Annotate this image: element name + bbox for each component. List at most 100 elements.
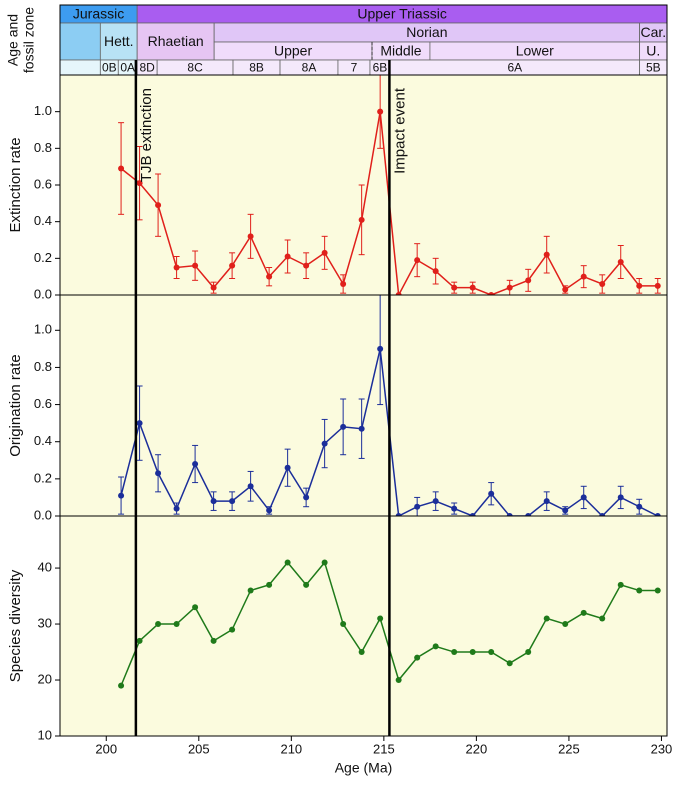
timescale-name: Lower [516,43,554,59]
data-point [654,513,661,516]
data-point [192,262,199,269]
data-point [266,581,273,588]
timescale-name: 8A [302,61,317,75]
data-point [210,498,217,505]
timescale-name: 0B [102,61,117,75]
x-tick-label: 210 [280,741,302,756]
data-point [525,513,532,516]
data-point [395,677,402,684]
data-point [210,284,217,291]
timescale-name: 5B [646,61,661,75]
data-point [432,498,439,505]
y-tick-label: 1.0 [34,322,52,337]
y-tick-label: 0.2 [34,250,52,265]
data-point [414,257,421,264]
x-tick-label: 215 [373,741,395,756]
data-point [321,559,328,566]
data-point [118,165,125,172]
data-point [525,277,532,284]
data-point [229,626,236,633]
data-point [488,490,495,497]
data-point [562,621,569,628]
data-point [284,559,291,566]
data-point [617,494,624,501]
data-point [562,507,569,514]
y-tick-label: 0.6 [34,176,52,191]
timescale-name: Upper Triassic [357,6,446,22]
timescale-name: Rhaetian [148,33,204,49]
timescale-name: 0A [120,61,135,75]
y-tick-label: 0.2 [34,470,52,485]
header-frame [59,4,668,76]
timescale-name: Middle [380,43,421,59]
data-point [229,498,236,505]
y-axis-label: Extinction rate [7,137,24,232]
data-point [506,284,513,291]
data-point [599,281,606,287]
data-point [543,251,550,258]
x-tick-label: 230 [651,741,673,756]
y-tick-label: 40 [38,559,52,574]
data-point [617,259,624,265]
y-tick-label: 0.4 [34,433,52,448]
data-point [580,609,587,616]
data-point [303,262,310,269]
data-point [654,282,661,289]
data-point [247,233,254,240]
data-point [321,249,328,256]
data-point [155,202,162,209]
data-point [636,282,643,289]
data-point [321,440,328,447]
data-point [432,643,439,650]
data-point [488,292,495,295]
data-point [173,505,180,512]
timescale-name: 6A [507,61,522,75]
data-point [488,649,495,656]
data-point [636,587,643,594]
y-tick-label: 0.0 [34,286,52,301]
data-point [469,513,476,516]
x-tick-label: 200 [95,741,117,756]
data-point [358,425,365,432]
data-point [136,420,143,427]
data-point [469,284,476,291]
timescale-cell [59,59,101,76]
data-point [303,581,310,588]
data-point [377,108,384,115]
data-point [636,503,643,510]
y-tick-label: 0.8 [34,140,52,155]
timescale-cell [59,22,101,61]
y-tick-label: 20 [38,671,52,686]
y-tick-label: 30 [38,615,52,630]
data-point [617,581,624,588]
plot-background [60,295,667,516]
data-point [451,284,458,291]
data-point [247,483,254,490]
timescale-name: Car. [640,24,666,40]
data-point [358,649,365,656]
plot-frame [59,515,668,737]
timescale-name: 7 [351,61,358,75]
data-point [506,660,513,667]
data-point [414,654,421,661]
data-point [173,264,180,271]
data-point [284,253,291,260]
data-point [580,494,587,501]
plot-background [60,516,667,736]
data-point [377,345,384,352]
y-tick-label: 1.0 [34,103,52,118]
x-axis-label: Age (Ma) [335,760,393,776]
y-tick-label: 0.8 [34,359,52,374]
x-tick-label: 220 [466,741,488,756]
data-point [340,423,347,430]
data-point [599,615,606,622]
y-axis-label: Origination rate [7,354,24,457]
timescale-name: Jurassic [73,6,124,22]
data-point [210,637,217,644]
event-label: TJB extinction [138,88,155,182]
data-point [414,503,421,510]
data-point [136,180,143,187]
data-point [155,470,162,477]
data-point [303,494,310,501]
